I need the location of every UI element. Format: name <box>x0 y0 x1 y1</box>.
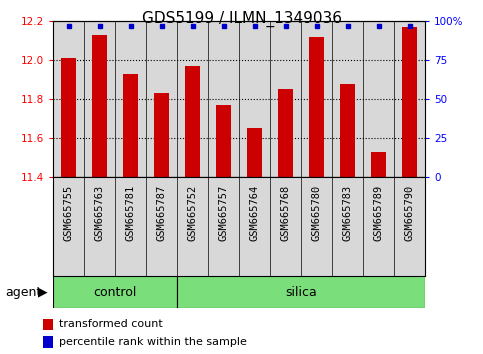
Text: agent: agent <box>5 286 41 298</box>
Text: GSM665757: GSM665757 <box>219 185 228 241</box>
Bar <box>92 35 107 177</box>
Text: GSM665790: GSM665790 <box>405 185 414 241</box>
Bar <box>115 21 146 177</box>
Text: GSM665789: GSM665789 <box>373 185 384 241</box>
Text: GSM665764: GSM665764 <box>250 185 259 241</box>
Text: ▶: ▶ <box>38 286 47 298</box>
Bar <box>239 21 270 177</box>
FancyBboxPatch shape <box>177 276 425 308</box>
Bar <box>43 319 53 330</box>
Text: GSM665780: GSM665780 <box>312 185 322 241</box>
Text: control: control <box>93 286 137 298</box>
Text: GDS5199 / ILMN_1349036: GDS5199 / ILMN_1349036 <box>142 11 341 27</box>
FancyBboxPatch shape <box>53 276 177 308</box>
Text: GSM665752: GSM665752 <box>187 185 198 241</box>
Bar <box>270 21 301 177</box>
Bar <box>177 21 208 177</box>
Bar <box>84 21 115 177</box>
Bar <box>332 21 363 177</box>
Bar <box>208 21 239 177</box>
Bar <box>247 128 262 177</box>
Bar <box>53 21 84 177</box>
Text: percentile rank within the sample: percentile rank within the sample <box>59 337 247 347</box>
Bar <box>278 89 293 177</box>
Bar <box>340 84 355 177</box>
Text: GSM665787: GSM665787 <box>156 185 167 241</box>
Bar <box>394 21 425 177</box>
Text: silica: silica <box>285 286 317 298</box>
Bar <box>43 336 53 348</box>
Bar <box>216 105 231 177</box>
Text: transformed count: transformed count <box>59 319 162 329</box>
Text: GSM665763: GSM665763 <box>95 185 105 241</box>
Bar <box>363 21 394 177</box>
Bar <box>123 74 138 177</box>
Bar <box>301 21 332 177</box>
Bar <box>185 66 200 177</box>
Bar <box>61 58 76 177</box>
Bar <box>146 21 177 177</box>
Text: GSM665768: GSM665768 <box>281 185 291 241</box>
Bar <box>154 93 170 177</box>
Text: GSM665781: GSM665781 <box>126 185 136 241</box>
Bar <box>371 152 386 177</box>
Bar <box>309 37 324 177</box>
Bar <box>402 27 417 177</box>
Text: GSM665783: GSM665783 <box>342 185 353 241</box>
Text: GSM665755: GSM665755 <box>64 185 73 241</box>
